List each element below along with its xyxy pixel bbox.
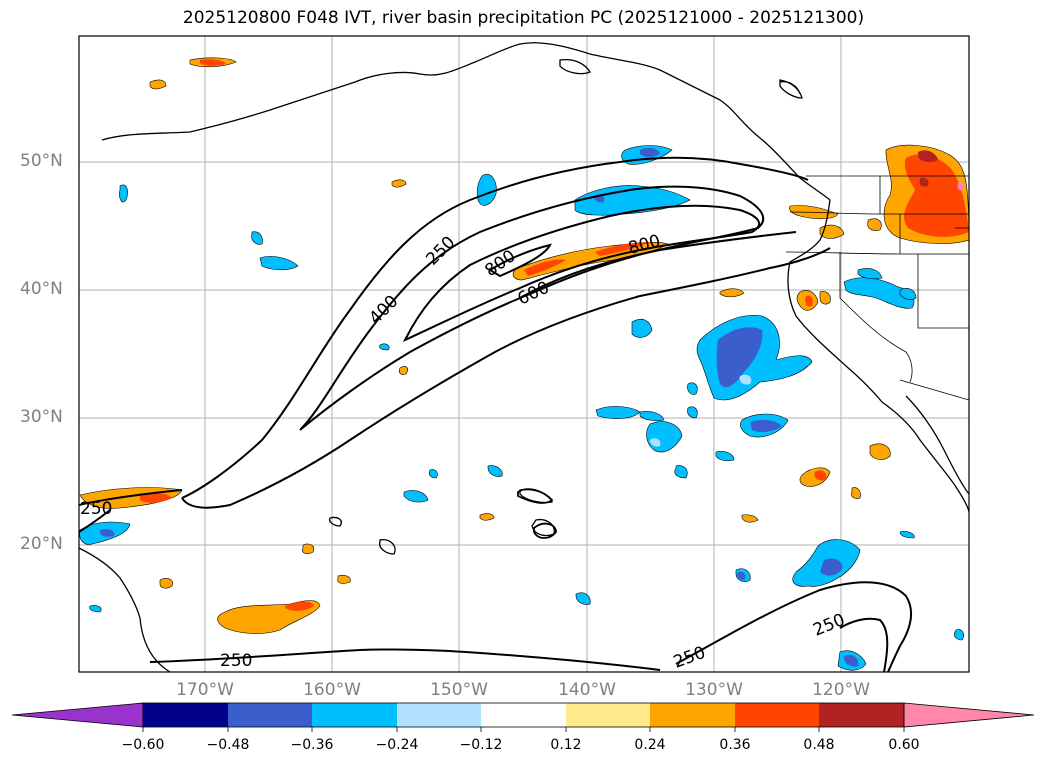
contour-label: 600 [515, 278, 553, 310]
lon-label-160w: 160°W [303, 680, 361, 700]
map-title: 2025120800 F048 IVT, river basin precipi… [182, 8, 865, 28]
lat-label-50n: 50°N [20, 151, 63, 171]
precip-redorange-patches [140, 59, 969, 611]
precip-lightblue-patches [650, 374, 752, 447]
lon-label-140w: 140°W [558, 680, 616, 700]
lon-label-170w: 170°W [176, 680, 234, 700]
contour-label: 250 [220, 651, 252, 671]
colorbar-bin [819, 703, 904, 727]
contour-label: 250 [671, 643, 708, 673]
precip-pink-patches [957, 181, 965, 191]
lon-label-150w: 150°W [430, 680, 488, 700]
colorbar [11, 702, 1035, 732]
precip-skyblue-patches [79, 145, 964, 671]
ivt-contours [79, 156, 913, 672]
colorbar-outline [142, 702, 905, 728]
colorbar-bin [228, 703, 312, 727]
colorbar-bin [397, 703, 481, 727]
contour-label: 250 [810, 610, 848, 641]
lat-label-30n: 30°N [20, 407, 63, 427]
contour-label-group: 250 400 800 600 800 250 250 250 250 [80, 231, 848, 673]
colorbar-bin [143, 703, 228, 727]
map-frame [78, 35, 970, 673]
contour-label: 800 [626, 231, 663, 259]
colorbar-bin [312, 703, 397, 727]
political-borders [785, 175, 969, 401]
lat-label-40n: 40°N [20, 279, 63, 299]
coastlines [79, 42, 969, 672]
colorbar-extend-high [903, 702, 1035, 728]
precip-darkred-patches [918, 150, 938, 187]
precip-royalblue-patches [100, 147, 859, 667]
colorbar-bin [566, 703, 650, 727]
lon-label-120w: 120°W [812, 680, 870, 700]
colorbar-bin [735, 703, 819, 727]
contour-label: 250 [80, 499, 112, 519]
colorbar-extend-low [11, 702, 144, 728]
colorbar-bin [650, 703, 735, 727]
lon-label-130w: 130°W [685, 680, 743, 700]
colorbar-bin [481, 703, 566, 727]
lat-label-20n: 20°N [20, 534, 63, 554]
